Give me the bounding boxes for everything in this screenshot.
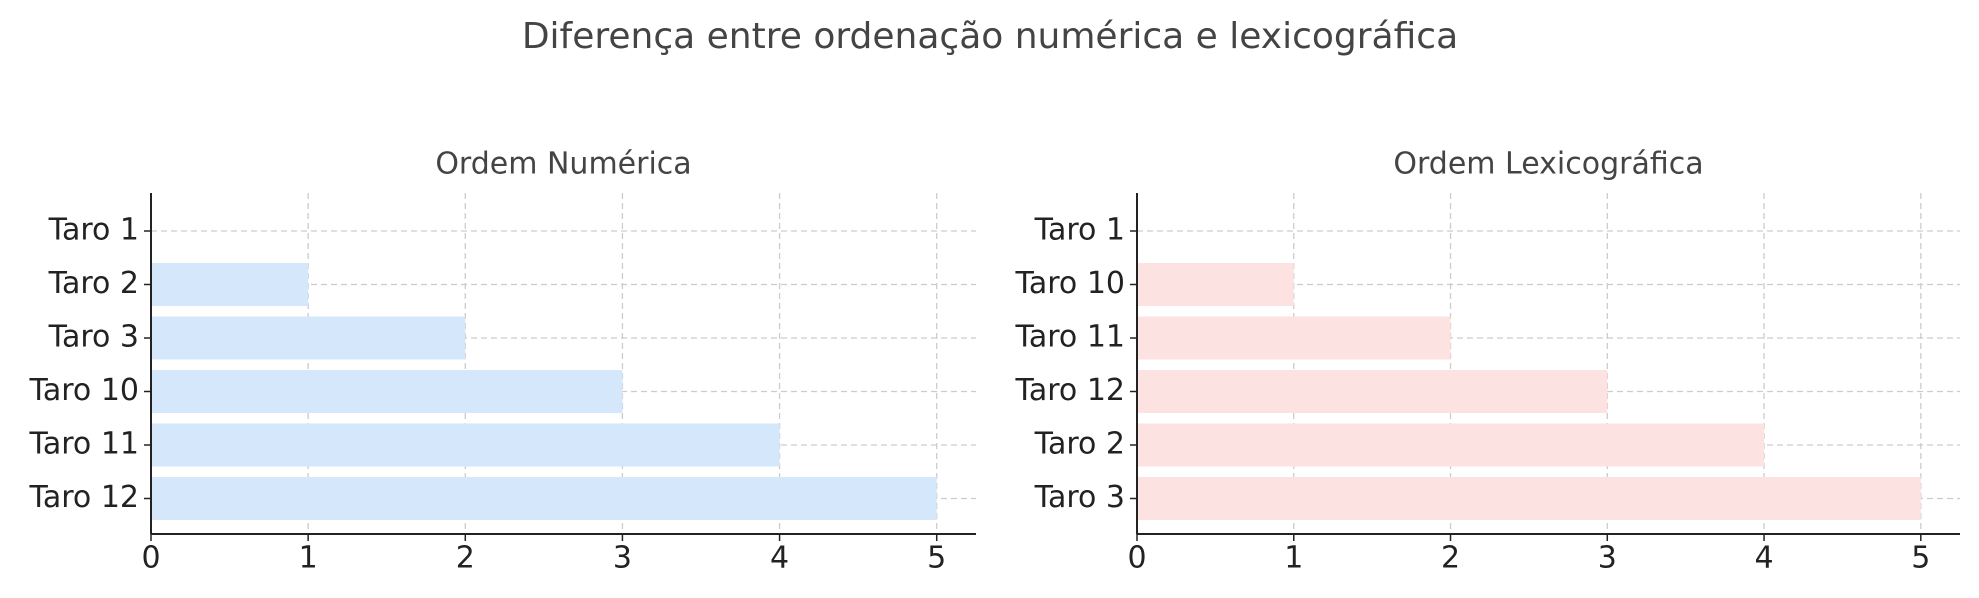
x-tick-label: 2 xyxy=(1441,541,1460,576)
x-tick-label: 4 xyxy=(770,541,789,576)
bar xyxy=(1137,477,1921,520)
bar xyxy=(151,316,466,360)
bar xyxy=(1137,263,1294,306)
y-tick-label: Taro 12 xyxy=(1015,373,1125,408)
bar xyxy=(151,423,780,467)
bar xyxy=(1137,423,1765,467)
x-tick-label: 5 xyxy=(1911,541,1930,576)
x-tick-label: 3 xyxy=(613,541,632,576)
x-tick-label: 0 xyxy=(1127,541,1146,576)
y-tick-label: Taro 10 xyxy=(29,373,139,408)
y-tick-label: Taro 1 xyxy=(1034,213,1125,248)
y-tick-label: Taro 10 xyxy=(1015,266,1125,301)
y-tick-label: Taro 11 xyxy=(29,427,139,462)
x-tick-label: 1 xyxy=(299,541,318,576)
x-tick-label: 4 xyxy=(1755,541,1774,576)
figure-title: Diferença entre ordenação numérica e lex… xyxy=(522,16,1458,57)
y-tick-label: Taro 3 xyxy=(48,320,139,355)
subplot-title: Ordem Numérica xyxy=(435,147,691,182)
x-tick-label: 2 xyxy=(456,541,475,576)
y-tick-label: Taro 3 xyxy=(1034,480,1125,515)
y-tick-label: Taro 12 xyxy=(29,480,139,515)
x-tick-label: 0 xyxy=(141,541,160,576)
y-tick-label: Taro 2 xyxy=(48,266,139,301)
bar xyxy=(151,477,937,520)
x-tick-label: 3 xyxy=(1598,541,1617,576)
x-tick-label: 1 xyxy=(1284,541,1303,576)
y-tick-label: Taro 2 xyxy=(1034,427,1125,462)
bar xyxy=(151,370,623,413)
bar xyxy=(1137,370,1608,413)
subplot-title: Ordem Lexicográfica xyxy=(1393,147,1703,182)
bar xyxy=(151,263,309,306)
y-tick-label: Taro 11 xyxy=(1015,320,1125,355)
bar xyxy=(1137,316,1451,360)
y-tick-label: Taro 1 xyxy=(48,213,139,248)
x-tick-label: 5 xyxy=(927,541,946,576)
